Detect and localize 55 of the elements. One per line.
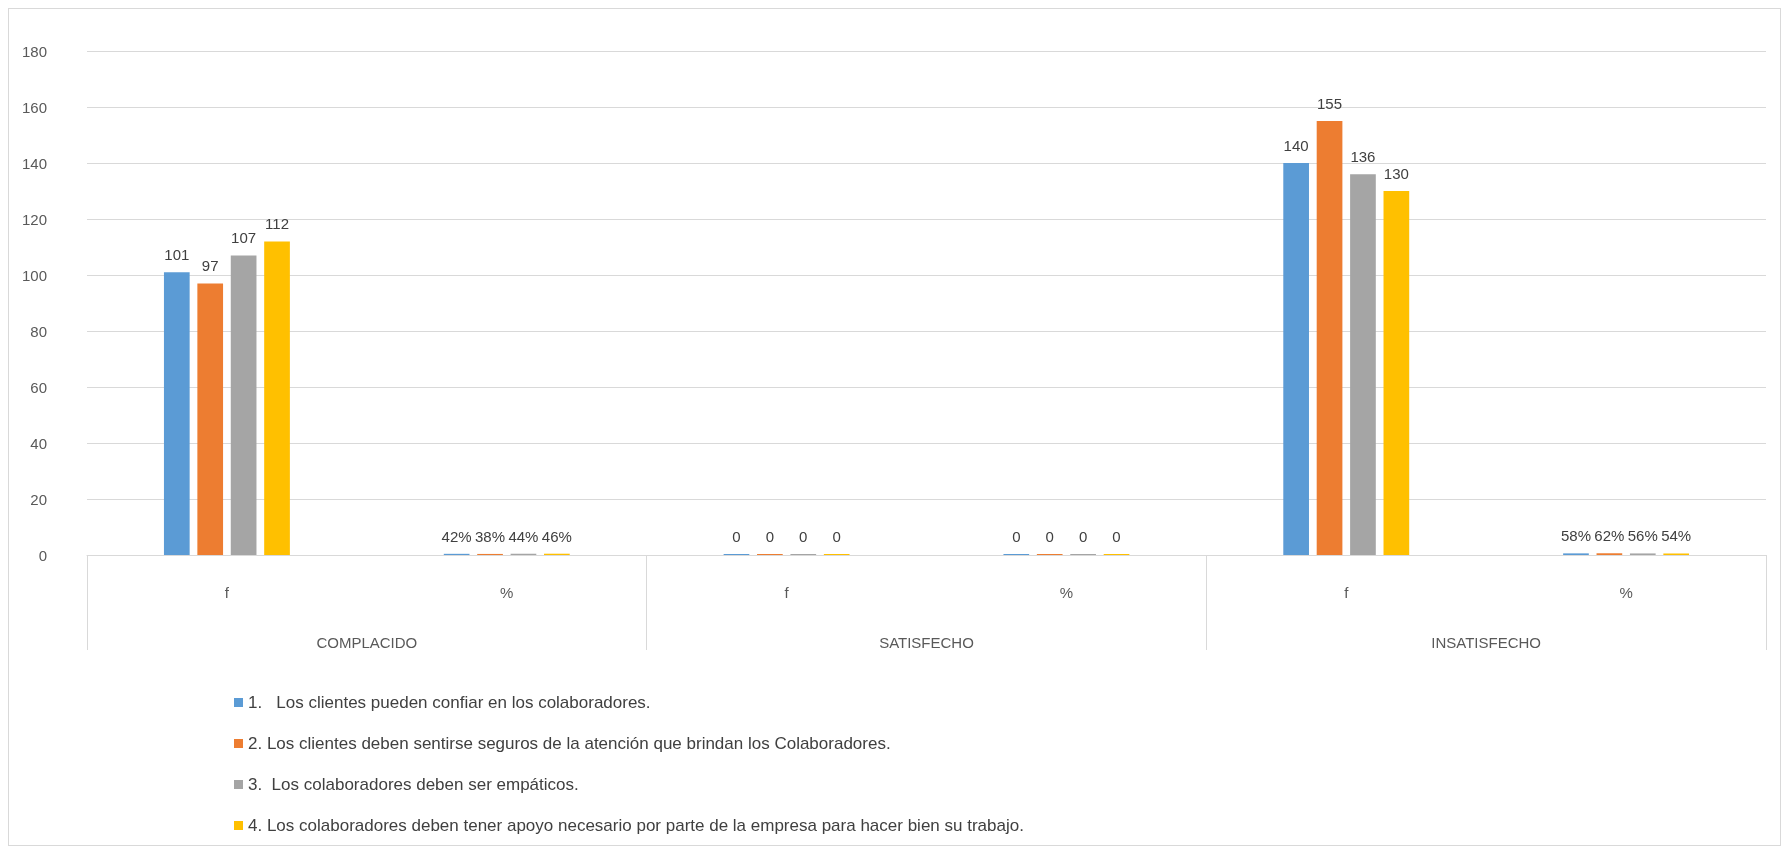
y-tick-label: 20 <box>30 490 47 508</box>
data-label: 54% <box>1661 527 1692 545</box>
x-tick-label: f <box>784 584 790 601</box>
data-label: 0 <box>765 528 775 545</box>
legend-label: 1. Los clientes pueden confiar en los colaboradores. <box>248 693 651 712</box>
data-label: 38% <box>475 527 506 545</box>
data-label: 130 <box>1383 165 1409 182</box>
data-label: 62% <box>1594 527 1625 545</box>
legend-label: 3. Los colaboradores deben ser empáticos. <box>248 775 579 794</box>
x-tick-label: % <box>1619 584 1633 601</box>
bar <box>1283 163 1309 555</box>
y-tick-label: 0 <box>38 546 47 564</box>
y-tick-label: 60 <box>30 378 47 396</box>
bar <box>264 241 290 555</box>
x-tick-label: % <box>1059 584 1074 601</box>
data-label: 155 <box>1317 95 1343 112</box>
data-label: 0 <box>1078 528 1088 545</box>
y-tick-label: 100 <box>21 266 47 284</box>
legend-label: 4. Los colaboradores deben tener apoyo necesario por parte de la empresa para hacer bien su trabajo. <box>248 816 1024 835</box>
data-label: 136 <box>1350 148 1376 166</box>
y-tick-label: 120 <box>21 210 47 228</box>
x-tick-label: f <box>1344 584 1350 601</box>
y-tick-label: 160 <box>21 98 47 116</box>
data-label: 42% <box>441 527 472 545</box>
bar <box>163 272 190 555</box>
data-label: 101 <box>164 246 190 264</box>
y-tick-label: 140 <box>21 154 47 172</box>
bar <box>230 255 257 555</box>
data-label: 44% <box>508 527 539 545</box>
bar <box>1316 121 1343 555</box>
text: INSATISFECHO <box>1431 634 1542 651</box>
data-label: 58% <box>1560 527 1591 545</box>
y-tick-label: 180 <box>21 42 47 60</box>
text: COMPLACIDO <box>316 634 418 651</box>
x-tick-label: % <box>500 584 514 601</box>
data-label: 97 <box>201 257 219 275</box>
data-label: 0 <box>1045 528 1054 545</box>
data-label: 0 <box>1112 528 1121 545</box>
data-label: 0 <box>832 528 841 545</box>
x-tick-label: f <box>224 584 230 601</box>
data-label: 46% <box>541 527 572 545</box>
bar <box>197 283 224 555</box>
data-label: 0 <box>732 528 741 545</box>
y-tick-label: 80 <box>30 322 47 340</box>
data-label: 0 <box>1012 528 1021 545</box>
data-label: 56% <box>1627 527 1658 545</box>
y-tick-label: 40 <box>30 434 47 452</box>
bar <box>1383 191 1410 555</box>
bar <box>1350 174 1376 555</box>
legend-label: 2. Los clientes deben sentirse seguros de la atención que brindan los Colaboradores. <box>248 734 891 753</box>
data-label: 112 <box>265 215 289 233</box>
text: SATISFECHO <box>879 634 974 651</box>
data-label: 140 <box>1283 137 1309 154</box>
data-label: 107 <box>231 229 257 247</box>
data-label: 0 <box>799 528 808 545</box>
